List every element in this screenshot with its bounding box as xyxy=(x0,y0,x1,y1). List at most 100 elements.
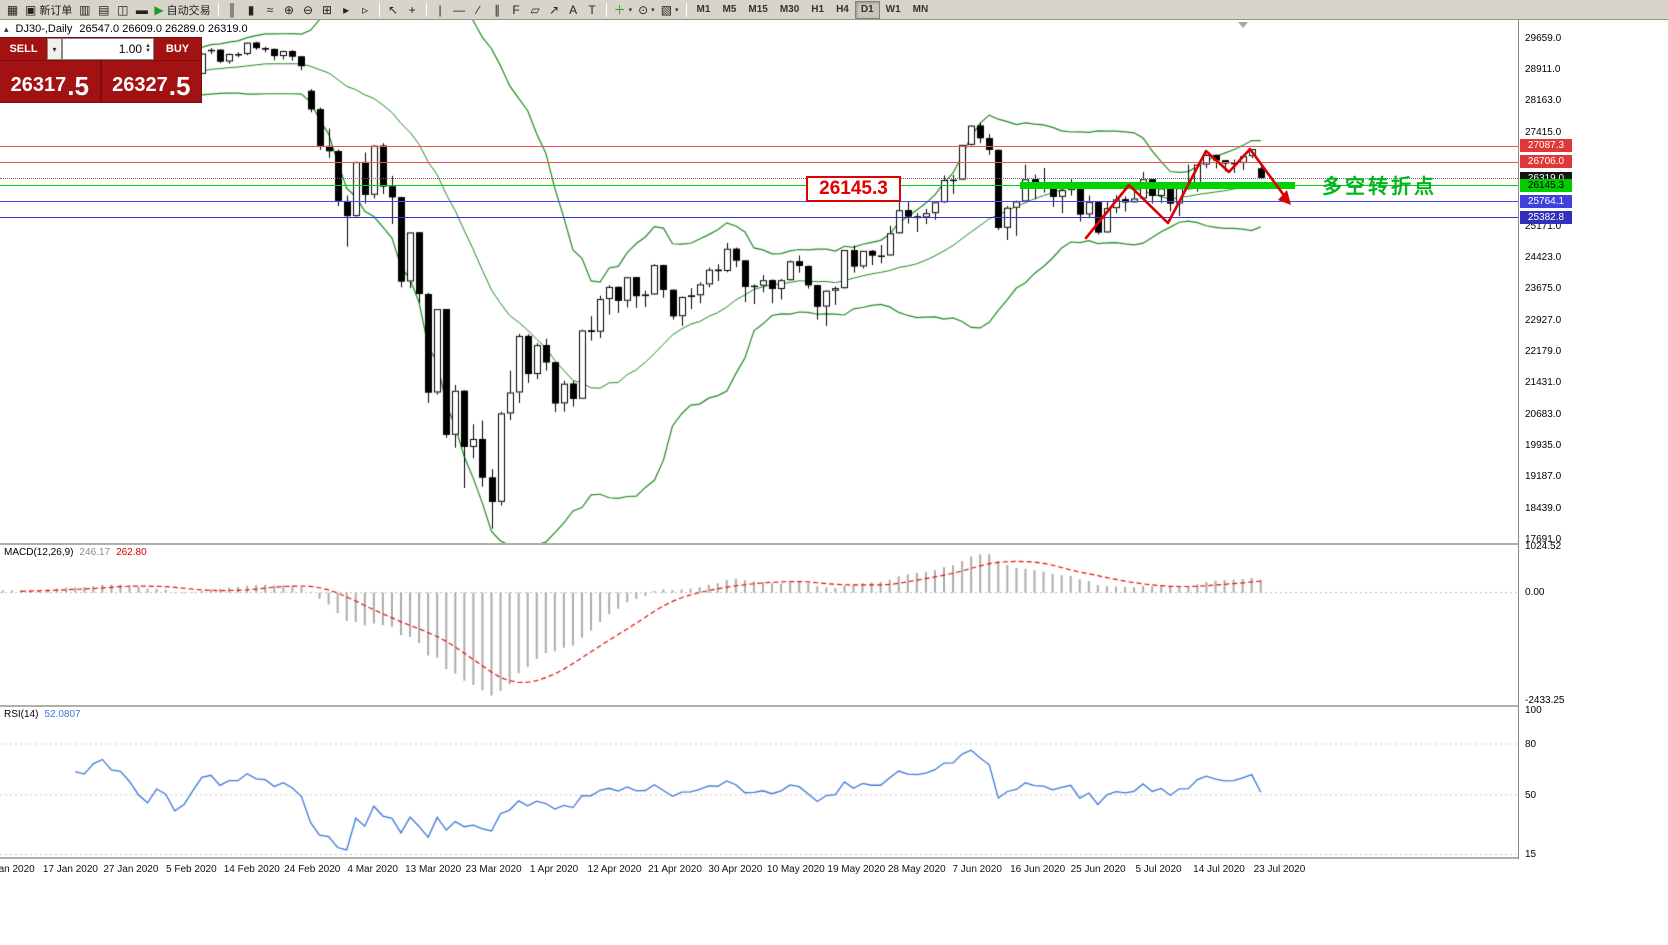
data-window-icon: ▤ xyxy=(98,2,110,17)
timeframe-d1-button[interactable]: D1 xyxy=(854,0,880,19)
market-watch-button[interactable]: ▥ xyxy=(75,1,94,19)
support-line-25382[interactable] xyxy=(0,216,1518,218)
chart-shift-marker[interactable] xyxy=(1238,22,1248,28)
date-label: 14 Feb 2020 xyxy=(223,864,280,875)
buy-price-frac: .5 xyxy=(168,71,191,101)
turning-point-line-thick-segment[interactable] xyxy=(1020,182,1295,190)
order-type-dropdown[interactable]: ▾ xyxy=(47,38,62,60)
chart-window-button[interactable]: ▦ xyxy=(3,1,22,19)
date-label: 4 Mar 2020 xyxy=(347,864,398,875)
timeframe-m5-button[interactable]: M5 xyxy=(716,1,742,19)
auto-scroll-button[interactable]: ▸ xyxy=(337,1,356,19)
date-label: 21 Apr 2020 xyxy=(647,864,702,875)
price-scale-label: 19187.0 xyxy=(1525,471,1562,483)
shapes-button[interactable]: ▱ xyxy=(526,1,545,19)
resistance-line-27087[interactable] xyxy=(0,145,1518,147)
text-label-icon: T xyxy=(588,2,596,17)
timeframe-w1-button[interactable]: W1 xyxy=(880,1,907,19)
crosshair-button[interactable]: + xyxy=(403,1,422,19)
turning-point-line[interactable] xyxy=(0,184,1518,186)
volume-stepper[interactable]: ▲ ▼ xyxy=(145,43,151,54)
cursor-button[interactable]: ↖ xyxy=(384,1,403,19)
new-order-button[interactable]: ▣ 新订单 xyxy=(22,1,75,19)
vertical-line-button[interactable]: | xyxy=(431,1,450,19)
chart-ohlc-values: 26547.0 26609.0 26289.0 26319.0 xyxy=(79,23,248,35)
timeframe-mn-button[interactable]: MN xyxy=(907,1,935,19)
macd-canvas[interactable] xyxy=(0,545,1518,705)
timeframe-m30-button[interactable]: M30 xyxy=(774,1,805,19)
volume-up-icon[interactable]: ▲ xyxy=(145,43,151,49)
time-axis[interactable]: 8 Jan 2020 17 Jan 2020 27 Jan 2020 5 Feb 20… xyxy=(0,859,1518,883)
panel-separator[interactable] xyxy=(0,857,1668,859)
rsi-value: 52.0807 xyxy=(44,709,81,720)
sell-button[interactable]: SELL xyxy=(0,38,47,60)
line-chart-icon: ≈ xyxy=(266,2,274,17)
fibonacci-button[interactable]: F xyxy=(507,1,526,19)
rsi-canvas[interactable] xyxy=(0,707,1518,857)
timeframe-m15-button[interactable]: M15 xyxy=(742,1,773,19)
periods-button[interactable]: ⊙ ▾ xyxy=(635,1,658,19)
timeframe-h4-button[interactable]: H4 xyxy=(830,1,855,19)
sell-price-frac: .5 xyxy=(67,71,89,101)
arrows-button[interactable]: ↗ xyxy=(545,1,564,19)
support-line-25764[interactable] xyxy=(0,200,1518,202)
text-button[interactable]: A xyxy=(564,1,583,19)
timeframe-h1-button[interactable]: H1 xyxy=(805,1,830,19)
price-annotation-box[interactable]: 26145.3 xyxy=(806,176,901,202)
tile-windows-button[interactable]: ⊞ xyxy=(318,1,337,19)
macd-scale-label: 0.00 xyxy=(1525,587,1545,599)
indicators-button[interactable]: ＋ ▾ xyxy=(611,1,636,19)
turning-point-label[interactable]: 多空转折点 xyxy=(1322,176,1437,198)
candlestick-chart-button[interactable]: ▮ xyxy=(242,1,261,19)
date-label: 10 May 2020 xyxy=(766,864,825,875)
chart-shift-button[interactable]: ▹ xyxy=(356,1,375,19)
zoom-in-button[interactable]: ⊕ xyxy=(280,1,299,19)
date-label: 23 Mar 2020 xyxy=(465,864,522,875)
bid-price-line[interactable] xyxy=(0,177,1518,179)
panel-separator[interactable] xyxy=(0,705,1668,707)
terminal-button[interactable]: ▬ xyxy=(132,1,151,19)
horizontal-line-button[interactable]: — xyxy=(450,1,469,19)
volume-down-icon[interactable]: ▼ xyxy=(145,48,151,54)
toolbar: ▦ ▣ 新订单 ▥ ▤ ◫ ▬ ▶ 自动交易 ║ ▮ ≈ ⊕ ⊖ ⊞ ▸ ▹ ↖ + | — ∕ ∥ F ▱ ↗ A T ＋ ▾ ⊙ ▾ ▧ ▾ M… xyxy=(0,0,1668,20)
price-tag-support-line-25382: 25382.8 xyxy=(1520,210,1572,224)
panel-separator[interactable] xyxy=(0,543,1668,545)
dropdown-caret-icon: ▾ xyxy=(675,6,679,14)
candlestick-chart-canvas[interactable] xyxy=(0,20,1518,543)
toolbar-separator xyxy=(685,2,687,17)
toolbar-separator xyxy=(217,2,219,17)
templates-button[interactable]: ▧ ▾ xyxy=(658,1,682,19)
chart-symbol-period: DJ30-,Daily xyxy=(15,23,73,35)
data-window-button[interactable]: ▤ xyxy=(94,1,113,19)
volume-field[interactable]: 1.00 ▲ ▼ xyxy=(62,38,154,60)
timeframe-m5-button-label: M5 xyxy=(722,4,737,15)
timeframe-m1-button[interactable]: M1 xyxy=(691,1,717,19)
buy-button[interactable]: BUY xyxy=(154,38,201,60)
price-scale-label: 21431.0 xyxy=(1525,377,1562,389)
navigator-icon: ◫ xyxy=(117,2,129,17)
price-tag-turning-point-line: 26145.3 xyxy=(1520,178,1572,192)
periods-icon: ⊙ xyxy=(638,2,649,17)
macd-scale-label: 1024.52 xyxy=(1525,541,1562,553)
resistance-line-26706[interactable] xyxy=(0,161,1518,163)
line-chart-button[interactable]: ≈ xyxy=(261,1,280,19)
autotrading-button[interactable]: ▶ 自动交易 xyxy=(151,1,213,19)
rsi-scale-label: 100 xyxy=(1525,704,1542,716)
autotrading-button-label: 自动交易 xyxy=(166,4,211,17)
zoom-out-button[interactable]: ⊖ xyxy=(299,1,318,19)
chart-shift-icon: ▹ xyxy=(362,2,369,17)
date-label: 19 May 2020 xyxy=(827,864,886,875)
navigator-button[interactable]: ◫ xyxy=(113,1,132,19)
equidistant-channel-icon: ∥ xyxy=(494,2,501,17)
buy-price-display: 26327.5 xyxy=(99,61,202,102)
equidistant-channel-button[interactable]: ∥ xyxy=(488,1,507,19)
text-label-button[interactable]: T xyxy=(583,1,602,19)
bar-chart-button[interactable]: ║ xyxy=(223,1,242,19)
date-label: 24 Feb 2020 xyxy=(284,864,341,875)
price-scale[interactable]: 29659.0 28911.0 28163.0 27415.0 25171.0 24423… xyxy=(1518,20,1668,860)
trendline-button[interactable]: ∕ xyxy=(469,1,488,19)
date-label: 28 May 2020 xyxy=(887,864,946,875)
timeframe-h1-button-label: H1 xyxy=(811,4,825,15)
timeframe-w1-button-label: W1 xyxy=(885,4,901,15)
templates-icon: ▧ xyxy=(660,2,673,17)
